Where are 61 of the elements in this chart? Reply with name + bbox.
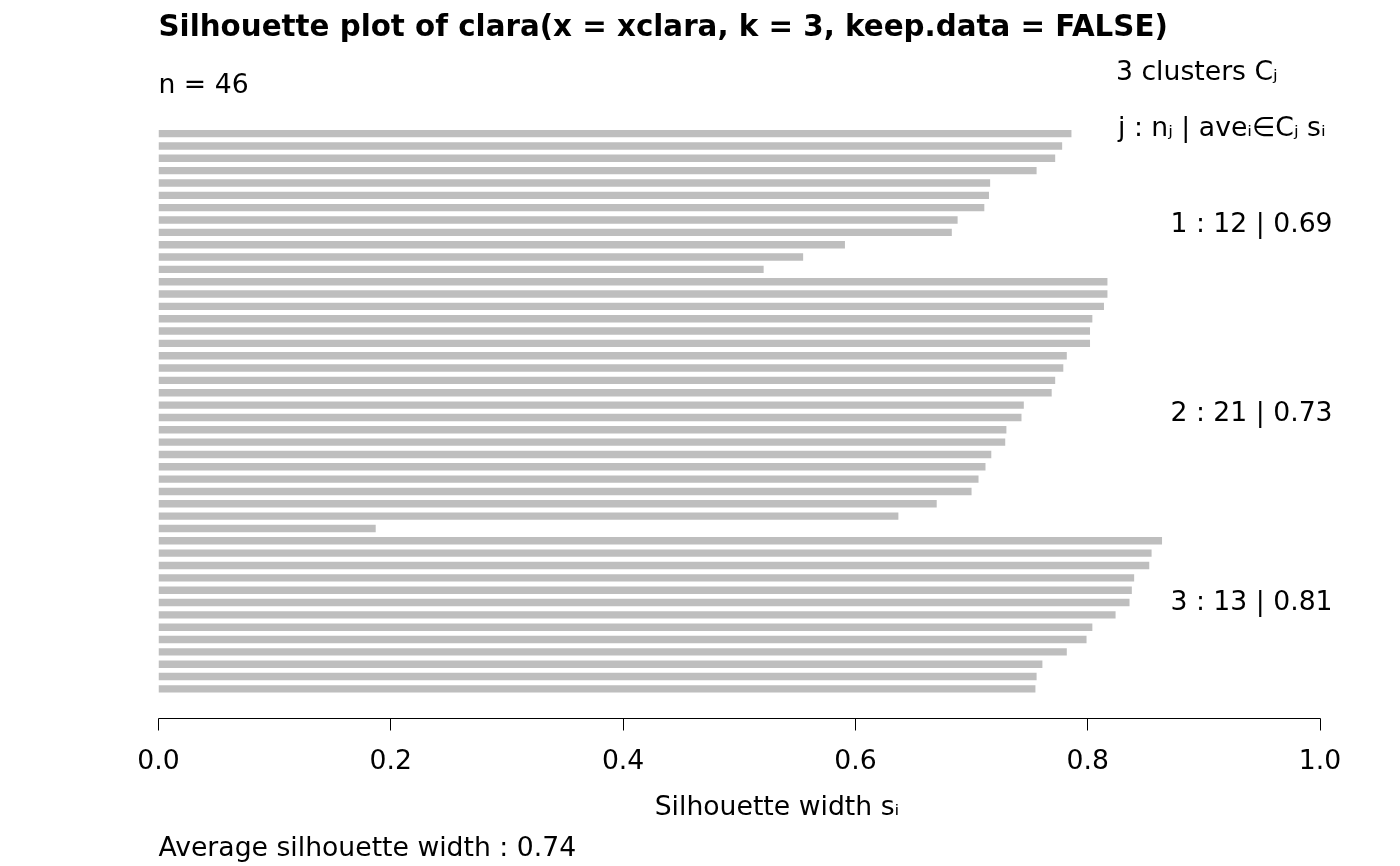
bar (158, 586, 1132, 594)
bar (158, 339, 1091, 348)
bar (158, 315, 1093, 323)
bar (158, 154, 1056, 163)
chart-title: Silhouette plot of clara(x = xclara, k = 3, keep.data = FALSE) (158, 8, 1168, 43)
bar (158, 635, 1087, 644)
bar (158, 352, 1067, 360)
bar (158, 129, 1072, 138)
bar (158, 561, 1150, 570)
bar (158, 290, 1108, 298)
x-axis-title: Silhouette width sᵢ (654, 789, 900, 821)
bar (158, 166, 1037, 175)
bar (158, 549, 1152, 557)
text: Average silhouette width : 0.74 (158, 830, 577, 862)
bar (158, 327, 1091, 335)
x-tick-label: 0.6 (834, 743, 877, 775)
bar (158, 426, 1007, 434)
x-tick-label: 0.2 (369, 743, 413, 775)
bar (158, 240, 845, 249)
bar (158, 672, 1037, 681)
x-tick-label: 0.8 (1066, 743, 1109, 775)
bar (158, 574, 1135, 582)
x-tick-label: 0.0 (137, 743, 180, 775)
bar (158, 487, 972, 496)
text: 3 clusters Cⱼ (1116, 55, 1278, 87)
bar (158, 216, 958, 224)
bar (158, 685, 1036, 693)
bar (158, 228, 952, 237)
bar (158, 302, 1104, 311)
chart-subtitle: n = 46 (158, 67, 249, 99)
bar (158, 463, 986, 471)
bar (158, 253, 804, 261)
bar (158, 191, 989, 200)
bar (158, 364, 1064, 372)
bar (158, 450, 992, 459)
annotation: j : nⱼ | aveᵢ∈Cⱼ sᵢ (1117, 110, 1326, 143)
bar (158, 142, 1063, 150)
bar (158, 598, 1130, 607)
bar (158, 401, 1024, 409)
bar (158, 376, 1056, 385)
bar (158, 475, 979, 483)
bar (158, 278, 1108, 286)
bar (158, 648, 1067, 656)
x-tick-label: 1.0 (1298, 743, 1342, 775)
bar (158, 537, 1163, 545)
x-tick-label: 0.4 (601, 743, 645, 775)
bar (158, 512, 899, 520)
annotation: 2 : 21 | 0.73 (1170, 395, 1333, 428)
bar (158, 203, 985, 212)
bar (158, 265, 764, 274)
bar (158, 660, 1043, 668)
bar (158, 611, 1116, 619)
bar (158, 500, 937, 508)
bar (158, 524, 376, 533)
annotation: 3 : 13 | 0.81 (1170, 584, 1333, 617)
bar (158, 623, 1093, 631)
annotation: 1 : 12 | 0.69 (1170, 206, 1333, 239)
bar (158, 438, 1006, 446)
bar (158, 413, 1022, 422)
bar (158, 179, 991, 187)
bar (158, 389, 1052, 397)
